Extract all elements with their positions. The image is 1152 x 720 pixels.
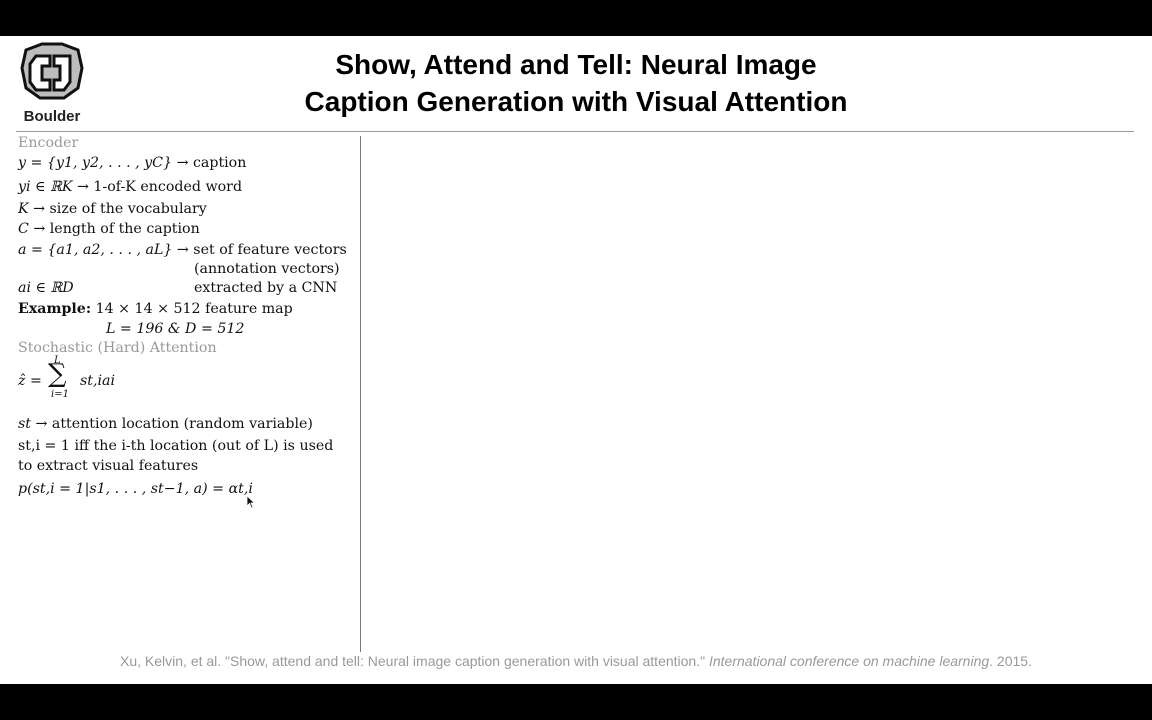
math-k: K (18, 201, 29, 217)
logo-text: Boulder (23, 108, 81, 125)
title-line-1: Show, Attend and Tell: Neural Image (335, 49, 817, 80)
encoder-line-annotation: (annotation vectors) (194, 261, 340, 277)
hard-attention-heading: Stochastic (Hard) Attention (18, 340, 217, 356)
text-caption-length: → length of the caption (33, 221, 200, 237)
slide: Boulder Show, Attend and Tell: Neural Im… (0, 36, 1152, 684)
attention-line-probability: p(st,i = 1|s1, . . . , st−1, a) = αt,i (18, 481, 253, 497)
summation-equation: ẑ = L ∑ i=1 st,iai (18, 355, 218, 403)
encoder-line-length: C → length of the caption (18, 221, 200, 237)
sum-lhs: ẑ = (18, 373, 42, 389)
slide-title: Show, Attend and Tell: Neural Image Capt… (240, 46, 912, 120)
sum-term: st,iai (80, 373, 116, 389)
example-label: Example: (18, 301, 92, 317)
encoder-line-cnn: ai ∈ ℝD extracted by a CNN (18, 280, 337, 296)
text-encoded-word: → 1-of-K encoded word (76, 179, 243, 195)
attention-line-location: st → attention location (random variable… (18, 416, 313, 432)
attention-line-extract: to extract visual features (18, 458, 199, 474)
encoder-line-word: yi ∈ ℝK → 1-of-K encoded word (18, 179, 242, 195)
sigma-icon: ∑ (48, 359, 67, 389)
encoder-line-caption: y = {y1, y2, . . . , yC} → caption (18, 155, 246, 171)
encoder-line-vocab: K → size of the vocabulary (18, 201, 207, 217)
attention-line-indicator: st,i = 1 iff the i-th location (out of L… (18, 438, 334, 454)
example-line-1: Example: 14 × 14 × 512 feature map (18, 301, 293, 317)
vertical-divider (360, 136, 361, 652)
example-line-2: L = 196 & D = 512 (106, 321, 245, 337)
example-feature-map: 14 × 14 × 512 feature map (95, 301, 293, 317)
university-logo: Boulder (16, 42, 88, 128)
citation-authors: Xu, Kelvin, et al. "Show, attend and tel… (120, 653, 706, 669)
sum-lower-limit: i=1 (51, 389, 69, 400)
text-cnn: extracted by a CNN (194, 280, 338, 296)
text-feature-vectors: → set of feature vectors (176, 242, 347, 258)
text-caption: → caption (176, 155, 247, 171)
text-attention-location: → attention location (random variable) (35, 416, 313, 432)
citation-year: . 2015. (989, 653, 1032, 669)
math-caption-set: y = {y1, y2, . . . , yC} (18, 155, 173, 171)
title-line-2: Caption Generation with Visual Attention (304, 86, 848, 117)
math-feature-space: ai ∈ ℝD (18, 280, 74, 296)
math-feature-set: a = {a1, a2, . . . , aL} (18, 242, 173, 258)
cu-boulder-logo-icon (20, 42, 84, 100)
citation-venue: International conference on machine lear… (708, 653, 990, 669)
top-rule (16, 131, 1134, 132)
encoder-heading: Encoder (18, 135, 79, 151)
math-word-space: yi ∈ ℝK (18, 179, 73, 195)
mouse-pointer-icon (246, 495, 256, 509)
text-vocab-size: → size of the vocabulary (33, 201, 207, 217)
encoder-line-features: a = {a1, a2, . . . , aL} → set of featur… (18, 242, 347, 258)
citation: Xu, Kelvin, et al. "Show, attend and tel… (0, 653, 1152, 669)
math-c: C (18, 221, 29, 237)
sum-upper-limit: L (54, 355, 61, 366)
math-st: st (18, 416, 31, 432)
